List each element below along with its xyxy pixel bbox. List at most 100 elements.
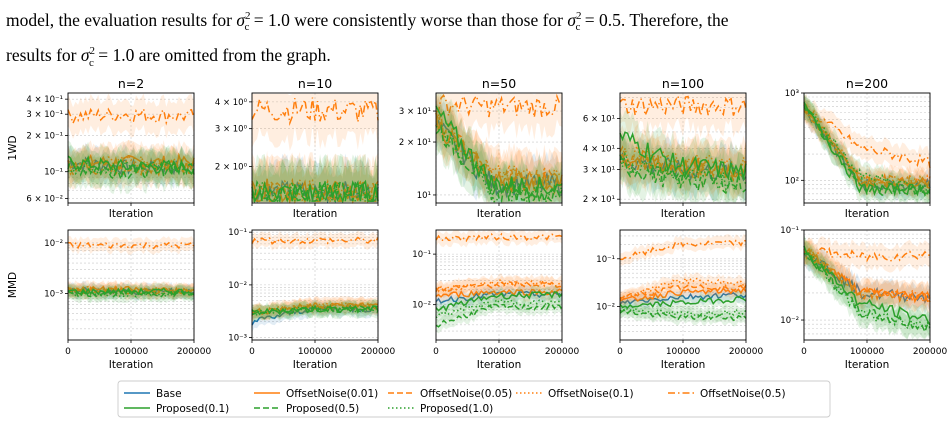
series-band-proposed05 xyxy=(804,241,930,340)
x-tick-label: 100000 xyxy=(482,347,517,357)
x-tick-label: 0 xyxy=(433,347,439,357)
series-band-offsetnoise01 xyxy=(804,93,930,198)
y-tick-label: 10⁻³ xyxy=(228,334,247,344)
series-line-offsetnoise05 xyxy=(435,232,563,243)
series-line-proposed01 xyxy=(619,295,747,309)
legend-label-proposed10: Proposed(1.0) xyxy=(420,403,493,415)
series-line-offsetnoise005 xyxy=(803,251,931,303)
series-band-proposed05 xyxy=(436,103,562,203)
series-band-proposed05 xyxy=(252,299,378,322)
paragraph-text-2a: results for xyxy=(6,45,81,66)
y-tick-label: 10⁻² xyxy=(44,239,63,249)
series-line-proposed10 xyxy=(619,151,747,193)
series-line-proposed01 xyxy=(619,131,747,181)
series-band-offsetnoise05 xyxy=(804,93,930,180)
series-line-proposed05 xyxy=(251,305,379,316)
series-line-proposed05 xyxy=(619,308,747,322)
panel-0-0: 6 × 10⁻² 10⁻¹ 2 × 10⁻¹ 3 × 10⁻¹ 4 × 10⁻¹ Iter… xyxy=(26,76,195,220)
series-band-offsetnoise001 xyxy=(804,97,930,200)
series-line-offsetnoise01 xyxy=(803,247,931,304)
series-band-offsetnoise05 xyxy=(68,236,194,255)
panel-1-4: 10⁻² 10⁻¹ 0 100000 200000 Iteration xyxy=(780,226,947,371)
series-line-proposed10 xyxy=(251,304,379,317)
y-tick-label: 10⁻² xyxy=(596,303,615,313)
series-band-offsetnoise05 xyxy=(436,93,562,141)
x-axis-label: Iteration xyxy=(293,359,338,371)
sigma-value: = 1.0 xyxy=(249,9,290,30)
x-tick-label: 0 xyxy=(617,347,623,357)
series-line-offsetnoise001 xyxy=(619,287,747,302)
y-tick-label: 10⁻² xyxy=(412,301,431,311)
x-tick-label: 0 xyxy=(801,347,807,357)
y-tick-label: 10⁻¹ xyxy=(412,250,431,260)
y-tick-label: 10² xyxy=(785,176,799,186)
paragraph-line-1: model, the evaluation results for σ2c = … xyxy=(6,4,946,39)
series-band-offsetnoise05 xyxy=(804,236,930,273)
series-line-proposed05 xyxy=(67,289,195,298)
series-line-proposed10 xyxy=(251,180,379,204)
series-band-proposed01 xyxy=(620,110,746,202)
legend-label-offsetnoise001: OffsetNoise(0.01) xyxy=(286,388,378,400)
x-axis-label: Iteration xyxy=(477,359,522,371)
series-line-proposed05 xyxy=(619,155,747,195)
series-band-proposed10 xyxy=(804,95,930,203)
sigma-subscript: c xyxy=(244,21,250,34)
series-line-proposed01 xyxy=(435,291,563,313)
x-axis-label: Iteration xyxy=(109,208,154,220)
series-band-proposed05 xyxy=(436,297,562,334)
series-line-proposed01 xyxy=(803,101,931,197)
series-band-proposed10 xyxy=(252,299,378,323)
series-line-proposed10 xyxy=(803,106,931,197)
legend-label-base: Base xyxy=(156,388,182,400)
series-band-proposed10 xyxy=(436,293,562,325)
series-band-offsetnoise01 xyxy=(804,237,930,314)
x-axis-label: Iteration xyxy=(293,208,338,220)
x-tick-label: 200000 xyxy=(545,347,580,357)
series-line-proposed05 xyxy=(803,105,931,197)
series-line-offsetnoise01 xyxy=(619,276,747,299)
x-axis-label: Iteration xyxy=(661,208,706,220)
series-line-base xyxy=(619,292,747,305)
series-line-proposed10 xyxy=(435,125,563,203)
series-band-proposed10 xyxy=(252,153,378,203)
series-line-proposed10 xyxy=(619,306,747,317)
y-tick-label: 10⁻¹ xyxy=(780,226,799,236)
series-band-base xyxy=(620,132,746,203)
series-line-offsetnoise005 xyxy=(435,281,563,293)
legend-label-offsetnoise01: OffsetNoise(0.1) xyxy=(548,388,634,400)
series-band-offsetnoise005 xyxy=(804,240,930,313)
series-band-proposed10 xyxy=(620,301,746,323)
sigma-superscript: 2 xyxy=(576,10,582,22)
sigma-symbol: σ xyxy=(567,9,577,30)
panel-1-2: 10⁻² 10⁻¹ 0 100000 200000 Iteration xyxy=(412,229,580,371)
series-line-proposed05 xyxy=(435,303,563,328)
x-axis-label: Iteration xyxy=(109,359,154,371)
y-tick-label: 10¹ xyxy=(417,191,431,201)
series-band-offsetnoise005 xyxy=(252,296,378,322)
series-band-proposed10 xyxy=(804,234,930,340)
series-band-offsetnoise005 xyxy=(620,278,746,306)
series-line-proposed05 xyxy=(435,123,563,205)
y-tick-label: 10³ xyxy=(785,89,799,99)
panel-1-3: 10⁻² 10⁻¹ 0 100000 200000 Iteration xyxy=(596,229,763,371)
y-tick-label: 2 × 10⁰ xyxy=(215,162,248,172)
panel-0-4: 10² 10³ Iteration n=200 xyxy=(785,76,931,220)
series-band-proposed10 xyxy=(436,103,562,203)
x-tick-label: 100000 xyxy=(114,347,149,357)
x-axis-label: Iteration xyxy=(845,208,890,220)
panel-title-n-10: n=10 xyxy=(298,76,332,91)
series-band-offsetnoise05 xyxy=(252,93,378,152)
series-band-proposed01 xyxy=(68,140,194,190)
series-line-proposed10 xyxy=(67,158,195,177)
series-band-offsetnoise05 xyxy=(68,93,194,139)
y-tick-label: 4 × 10⁰ xyxy=(215,98,248,108)
series-band-offsetnoise001 xyxy=(68,139,194,186)
y-tick-label: 2 × 10¹ xyxy=(399,138,431,148)
series-band-proposed01 xyxy=(436,93,562,203)
series-line-proposed01 xyxy=(67,155,195,176)
legend-frame xyxy=(117,380,831,418)
series-band-proposed05 xyxy=(620,134,746,203)
y-tick-label: 3 × 10⁻¹ xyxy=(26,110,63,120)
panel-1-0: 10⁻³ 10⁻² 0 100000 200000 Iteration xyxy=(44,229,211,371)
